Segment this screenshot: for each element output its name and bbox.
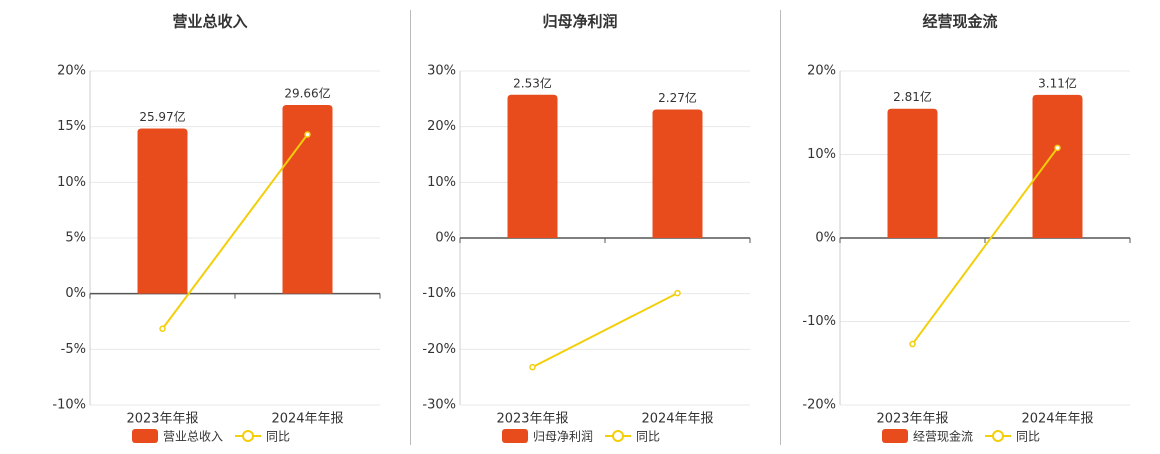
y-tick-label: -10% bbox=[802, 314, 836, 329]
x-tick-label: 2024年年报 bbox=[1021, 412, 1093, 427]
x-tick-label: 2023年年报 bbox=[876, 412, 948, 427]
y-tick-label: 30% bbox=[427, 64, 456, 79]
x-tick-label: 2023年年报 bbox=[126, 412, 198, 427]
line-point bbox=[304, 131, 311, 138]
legend-label: 营业总收入 bbox=[163, 430, 223, 444]
bar bbox=[1032, 94, 1083, 238]
value-label: 25.97亿 bbox=[139, 109, 185, 124]
value-label: 29.66亿 bbox=[284, 85, 330, 100]
line bbox=[161, 133, 309, 330]
chart-title: 经营现金流 bbox=[922, 13, 997, 31]
bar bbox=[887, 108, 938, 238]
y-tick-label: 0% bbox=[815, 231, 836, 246]
legend-label: 归母净利润 bbox=[533, 430, 593, 444]
y-tick-label: -20% bbox=[422, 342, 456, 357]
x-tick-label: 2023年年报 bbox=[496, 412, 568, 427]
y-tick-label: -10% bbox=[422, 286, 456, 301]
legend-marker bbox=[612, 430, 625, 442]
y-tick-label: 20% bbox=[807, 64, 836, 79]
line-point bbox=[529, 363, 536, 371]
y-tick-label: 10% bbox=[427, 175, 456, 190]
chart-title: 归母净利润 bbox=[542, 13, 617, 31]
y-tick-label: -30% bbox=[422, 398, 456, 413]
legend-swatch bbox=[882, 429, 908, 443]
line-point bbox=[909, 340, 916, 348]
legend-label: 经营现金流 bbox=[913, 429, 973, 444]
line-point bbox=[1054, 144, 1061, 152]
bar bbox=[137, 128, 188, 294]
line-point bbox=[159, 325, 166, 332]
x-tick-label: 2024年年报 bbox=[271, 412, 343, 427]
y-tick-label: 10% bbox=[57, 175, 86, 190]
legend-swatch bbox=[502, 429, 528, 443]
line-point bbox=[674, 289, 681, 297]
legend-swatch bbox=[132, 429, 158, 443]
x-tick-label: 2024年年报 bbox=[641, 412, 713, 427]
value-label: 2.53亿 bbox=[513, 75, 552, 90]
y-tick-label: 0% bbox=[435, 231, 456, 246]
y-tick-label: -10% bbox=[52, 398, 86, 413]
y-tick-label: -20% bbox=[802, 398, 836, 413]
y-tick-label: -5% bbox=[61, 342, 86, 357]
bar bbox=[507, 94, 558, 238]
legend-marker bbox=[992, 430, 1005, 442]
value-label: 2.81亿 bbox=[893, 89, 932, 104]
line bbox=[911, 147, 1059, 345]
value-label: 3.11亿 bbox=[1038, 75, 1077, 90]
value-label: 2.27亿 bbox=[658, 90, 697, 105]
legend-label: 同比 bbox=[266, 430, 290, 444]
y-tick-label: 0% bbox=[65, 286, 86, 301]
legend-label: 同比 bbox=[636, 430, 660, 444]
y-tick-label: 20% bbox=[57, 64, 86, 79]
legend-marker bbox=[242, 430, 255, 442]
y-tick-label: 20% bbox=[427, 119, 456, 134]
legend-label: 同比 bbox=[1016, 430, 1040, 444]
chart-title: 营业总收入 bbox=[172, 13, 247, 31]
line bbox=[532, 292, 678, 369]
y-tick-label: 15% bbox=[57, 119, 86, 134]
y-tick-label: 10% bbox=[807, 147, 836, 162]
y-tick-label: 5% bbox=[65, 231, 86, 246]
bar bbox=[652, 109, 703, 238]
